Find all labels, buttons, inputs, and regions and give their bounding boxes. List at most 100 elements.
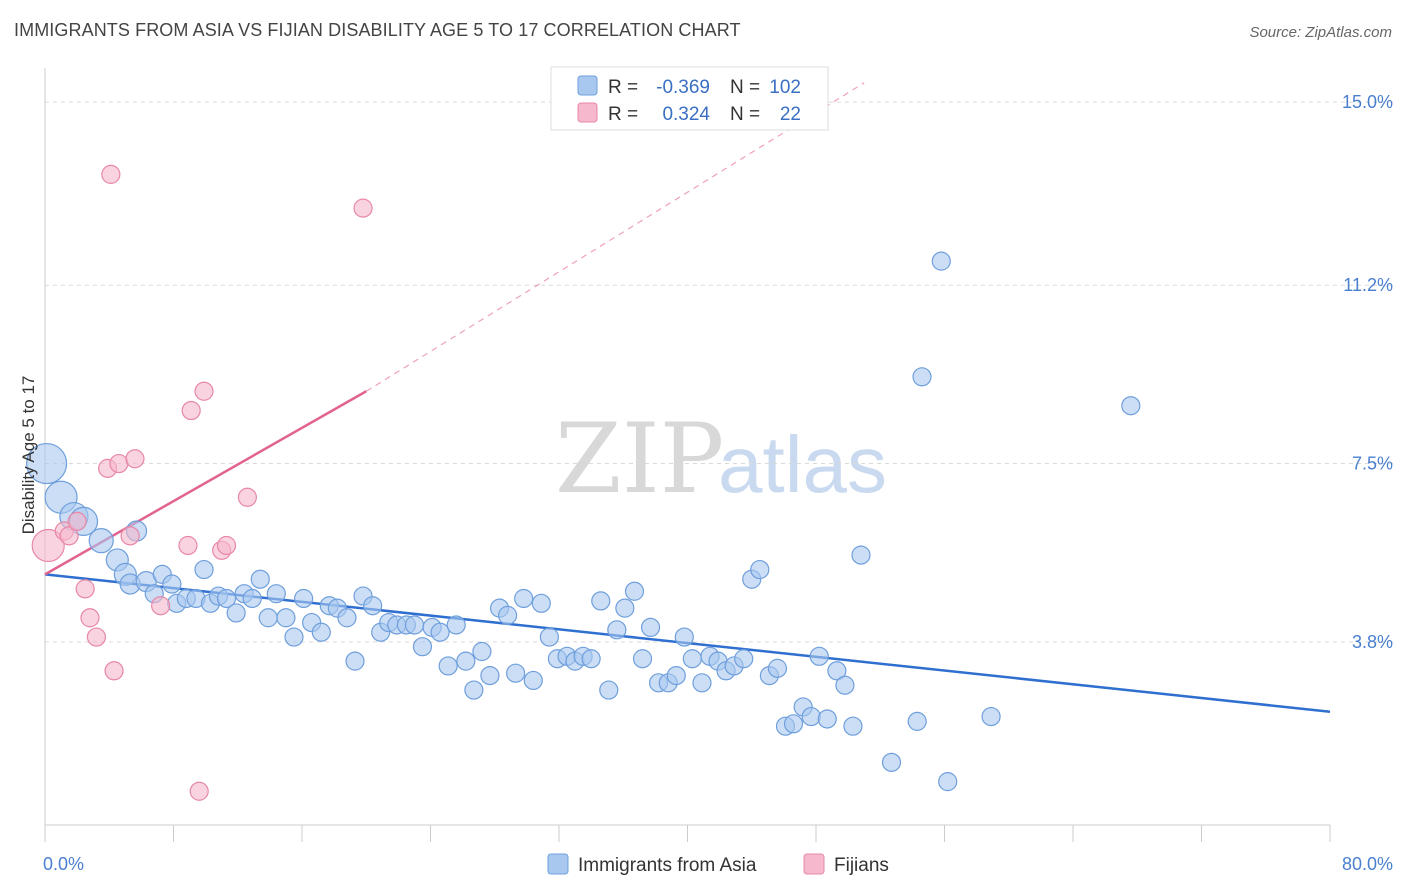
- legend-swatch-asia: [577, 75, 598, 96]
- asia-point: [404, 615, 425, 635]
- bottom-legend-swatch-fijians: [803, 853, 825, 875]
- asia-point: [767, 658, 788, 678]
- asia-point: [498, 605, 518, 625]
- legend: R = -0.369 N = 102 R = 0.324 N = 22: [550, 66, 829, 131]
- fijian-point: [109, 453, 129, 474]
- asia-point: [912, 367, 932, 387]
- bottom-legend: Immigrants from Asia Fijians: [547, 853, 889, 876]
- legend-r-label-1: R =: [608, 77, 638, 98]
- fijian-point: [216, 535, 237, 556]
- asia-point: [480, 665, 500, 686]
- x-tick-label: 0.0%: [43, 854, 84, 874]
- legend-n-value-1: 102: [769, 77, 801, 98]
- asia-point: [194, 559, 214, 580]
- asia-point: [242, 588, 262, 609]
- asia-point: [607, 620, 627, 640]
- asia-point: [632, 649, 653, 669]
- bottom-legend-label-fijians: Fijians: [834, 855, 889, 876]
- asia-point: [446, 615, 466, 635]
- source-label: Source: ZipAtlas.com: [1249, 24, 1392, 41]
- asia-point: [276, 608, 296, 628]
- watermark: ZIP atlas: [555, 403, 887, 515]
- asia-point: [851, 545, 871, 565]
- asia-point: [363, 596, 383, 616]
- asia-point: [162, 574, 182, 594]
- asia-point: [682, 649, 702, 669]
- asia-point: [311, 622, 331, 642]
- x-tick-labels: 0.0% 80.0%: [43, 854, 1393, 874]
- asia-point: [514, 588, 534, 609]
- asia-point: [783, 714, 804, 734]
- asia-point: [981, 706, 1001, 727]
- asia-point: [88, 528, 114, 554]
- asia-point: [692, 673, 712, 693]
- asia-point: [438, 656, 458, 676]
- asia-point: [472, 641, 492, 662]
- data-points: [26, 164, 1141, 801]
- asia-point: [615, 598, 635, 618]
- grid: [45, 101, 1395, 643]
- fijian-point: [101, 164, 121, 184]
- fijian-point: [104, 661, 124, 681]
- fijian-point: [120, 526, 140, 546]
- x-tick-label: 80.0%: [1342, 854, 1393, 874]
- asia-point: [345, 651, 365, 671]
- asia-point: [412, 637, 433, 657]
- asia-point: [337, 608, 357, 628]
- asia-point: [750, 559, 770, 580]
- fijian-point: [237, 487, 257, 507]
- asia-point: [430, 622, 450, 642]
- fijian-point: [189, 781, 209, 801]
- legend-swatch-fijians: [577, 102, 598, 123]
- legend-r-value-1: -0.369: [656, 77, 710, 98]
- asia-point: [599, 680, 619, 700]
- watermark-atlas: atlas: [718, 420, 887, 509]
- asia-point: [294, 588, 314, 609]
- y-tick-label: 11.2%: [1343, 275, 1393, 295]
- asia-point: [640, 617, 661, 638]
- asia-point: [827, 661, 847, 681]
- asia-point: [1121, 396, 1141, 416]
- asia-point: [591, 591, 611, 611]
- fijian-point: [80, 608, 100, 628]
- asia-point: [523, 670, 543, 691]
- asia-point: [258, 608, 278, 628]
- asia-point: [734, 649, 754, 669]
- asia-point: [624, 581, 645, 601]
- asia-point: [531, 593, 551, 613]
- asia-point: [931, 251, 951, 271]
- bottom-legend-swatch-asia: [547, 853, 569, 875]
- y-tick-label: 3.8%: [1352, 632, 1393, 652]
- asia-point: [26, 442, 68, 485]
- y-tick-label: 7.5%: [1352, 454, 1393, 474]
- fijian-point: [75, 579, 95, 599]
- legend-r-value-2: 0.324: [662, 104, 710, 125]
- asia-point: [284, 627, 304, 647]
- fijian-point: [178, 535, 198, 556]
- bottom-legend-label-asia: Immigrants from Asia: [578, 855, 757, 876]
- fijian-point: [86, 627, 107, 647]
- asia-point: [801, 706, 821, 727]
- watermark-zip: ZIP: [555, 403, 724, 515]
- asia-point: [835, 675, 855, 695]
- y-tick-label: 15.0%: [1342, 92, 1393, 112]
- asia-point: [216, 588, 237, 609]
- asia-point: [464, 680, 484, 700]
- asia-point: [506, 663, 526, 683]
- fijian-point: [125, 449, 145, 469]
- chart-title: IMMIGRANTS FROM ASIA VS FIJIAN DISABILIT…: [14, 20, 741, 40]
- asia-point: [539, 627, 559, 647]
- legend-n-label-1: N =: [730, 77, 760, 98]
- asia-point: [938, 772, 958, 792]
- asia-point: [250, 569, 270, 589]
- fijian-point: [67, 511, 87, 531]
- legend-r-label-2: R =: [608, 104, 638, 125]
- y-tick-labels: 3.8% 7.5% 11.2% 15.0%: [1342, 92, 1393, 652]
- fijian-point: [59, 526, 79, 546]
- asia-point: [226, 603, 246, 623]
- fijian-point: [353, 198, 373, 218]
- asia-point: [666, 665, 686, 686]
- fijian-point: [194, 381, 214, 401]
- asia-point: [674, 627, 694, 647]
